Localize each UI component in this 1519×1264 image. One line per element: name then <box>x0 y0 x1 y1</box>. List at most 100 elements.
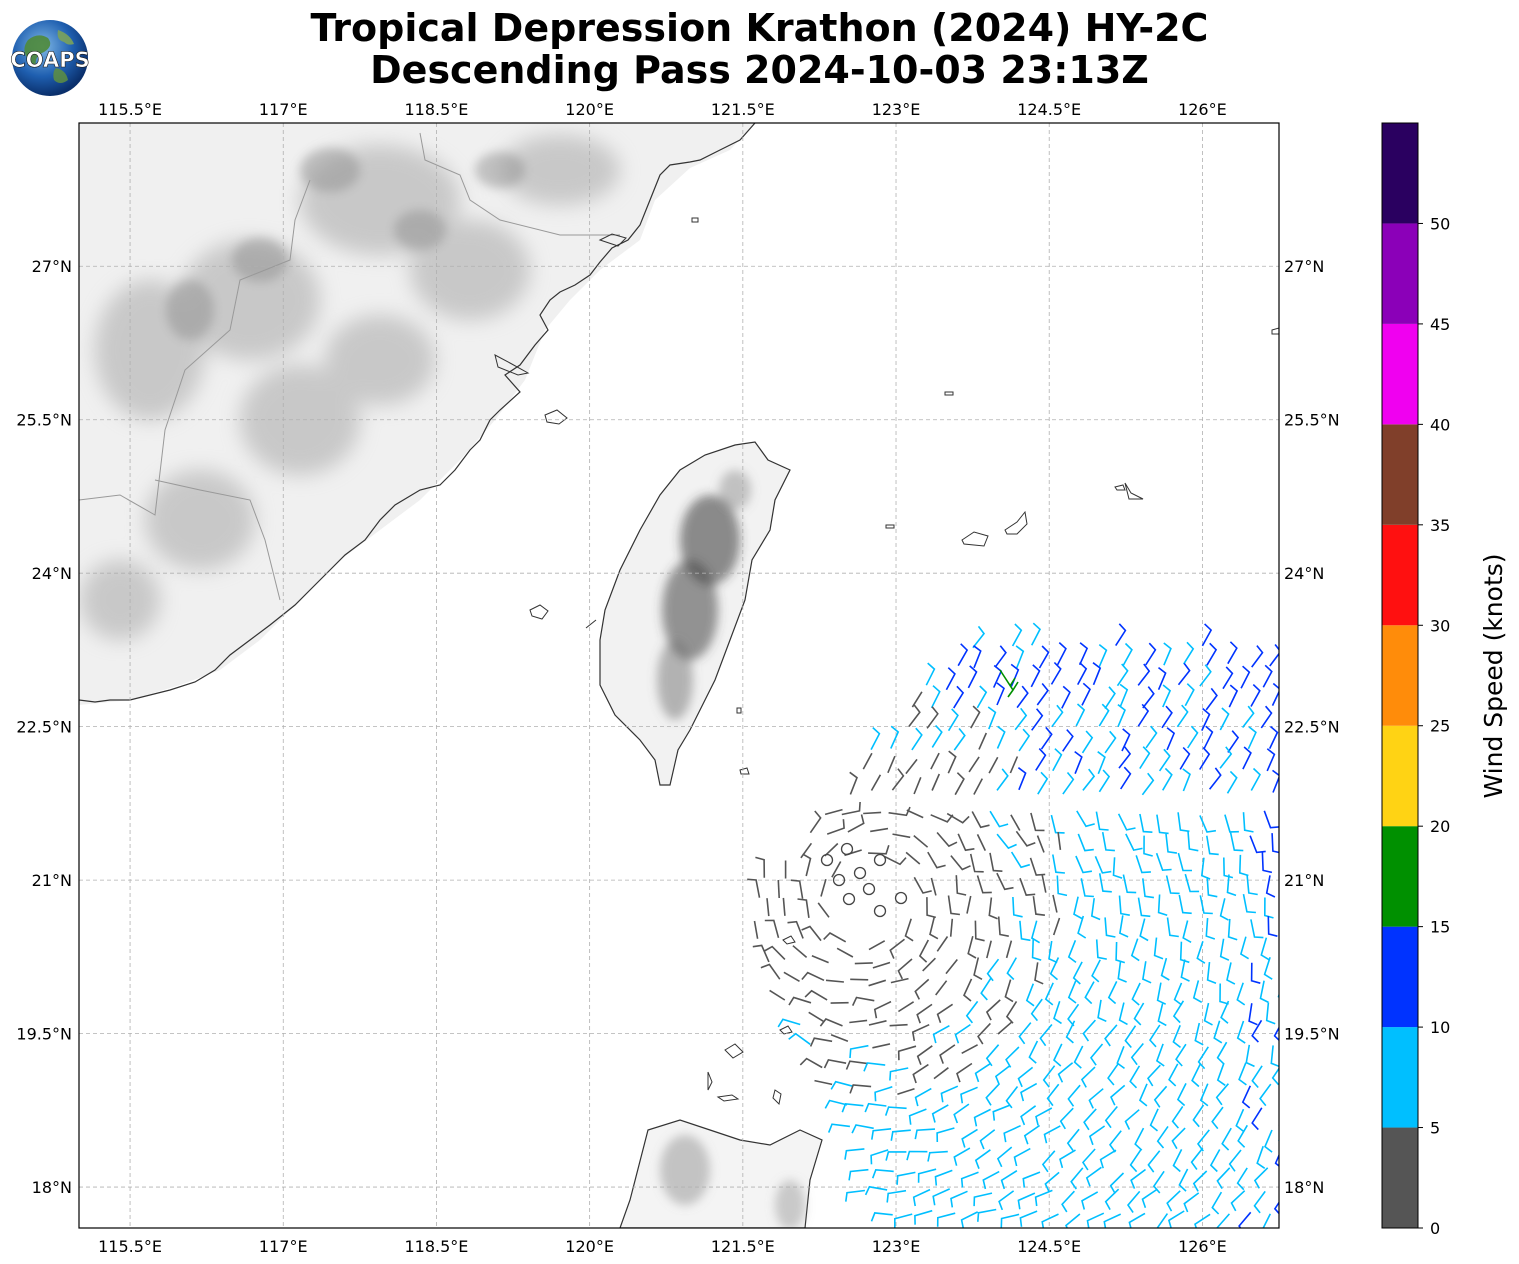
wind-barb <box>752 944 770 963</box>
wind-barb <box>1032 896 1045 916</box>
strait-islands <box>707 935 796 1106</box>
wind-barb <box>914 1087 932 1107</box>
wind-barb <box>1062 729 1074 752</box>
wind-barb <box>976 875 992 894</box>
colorbar-segment <box>1382 926 1418 1028</box>
wind-barb <box>1250 919 1264 939</box>
wind-barb <box>1090 898 1101 921</box>
wind-barb <box>790 879 804 899</box>
wind-barb <box>974 920 985 942</box>
wind-barb <box>755 856 766 878</box>
wind-barb <box>1042 1065 1056 1088</box>
wind-barb <box>1083 1108 1097 1131</box>
wind-barb <box>1073 1045 1084 1069</box>
wind-barb <box>1242 893 1256 914</box>
wind-barb <box>801 971 825 982</box>
wind-barb <box>1171 1105 1184 1129</box>
wind-barb <box>1284 625 1295 647</box>
wind-barb <box>809 810 822 834</box>
wind-barb <box>1182 920 1192 943</box>
wind-barb <box>1211 1191 1223 1215</box>
wind-barb <box>870 1212 893 1222</box>
wind-barb <box>1141 1188 1158 1208</box>
wind-barb <box>1082 1019 1096 1042</box>
wind-barb <box>1226 770 1238 794</box>
wind-barb <box>1177 812 1190 833</box>
calm-wind-circle <box>820 853 834 867</box>
wind-barb <box>929 916 939 940</box>
wind-barb <box>1035 1107 1053 1126</box>
wind-barb <box>1146 1064 1161 1087</box>
wind-barb <box>1190 1147 1204 1170</box>
wind-barb <box>1250 962 1261 984</box>
wind-barb <box>1040 726 1053 750</box>
colorbar: 0 5 10 15 20 25 30 35 40 45 50 <box>1381 122 1450 1238</box>
wind-barb <box>945 958 958 975</box>
wind-barb <box>979 1129 996 1150</box>
wind-barb <box>1104 1024 1118 1047</box>
wind-barb <box>989 810 1009 828</box>
wind-barb <box>897 958 913 980</box>
wind-barb <box>1227 730 1240 753</box>
wind-barb <box>1176 1083 1187 1107</box>
wind-barb <box>954 1023 971 1044</box>
wind-barb <box>868 979 887 987</box>
wind-barb <box>1005 1000 1018 1024</box>
wind-barb <box>753 920 759 939</box>
wind-barb <box>1249 835 1266 854</box>
wind-barb <box>935 980 948 996</box>
wind-barb <box>820 878 827 897</box>
wind-barb <box>1263 897 1274 919</box>
wind-barb <box>1053 1043 1063 1067</box>
wind-barb <box>1242 812 1254 833</box>
wind-barb <box>788 1032 811 1045</box>
wind-barb <box>1266 748 1276 772</box>
wind-barb <box>1184 683 1195 707</box>
wind-barb <box>1030 920 1041 944</box>
wind-barb <box>1293 687 1302 709</box>
wind-barb <box>1165 875 1180 895</box>
wind-barb <box>1219 983 1229 1005</box>
lon-tick-label: 120°E <box>565 100 614 119</box>
wind-barb <box>1108 1130 1122 1153</box>
wind-barb <box>1088 1125 1106 1146</box>
wind-barb <box>1012 896 1023 918</box>
lat-tick-label: 27°N <box>1284 257 1324 276</box>
wind-barb <box>1118 1002 1128 1026</box>
wind-barb <box>1215 1083 1230 1106</box>
wind-barb <box>954 772 965 796</box>
wind-barb <box>848 1168 869 1181</box>
wind-barb <box>1126 1190 1141 1213</box>
wind-barb <box>1269 644 1279 667</box>
wind-barb <box>1251 1107 1263 1131</box>
colorbar-tick-label: 50 <box>1430 214 1450 233</box>
wind-barb <box>1015 645 1025 669</box>
wind-barb <box>957 643 969 667</box>
colorbar-tick-label: 5 <box>1430 1119 1440 1138</box>
wind-barb <box>1157 1003 1167 1027</box>
wind-barb <box>747 878 761 898</box>
wind-barb <box>914 978 930 1000</box>
wind-barb <box>870 727 881 750</box>
wind-barb <box>976 834 987 851</box>
wind-barb <box>1044 982 1054 1006</box>
wind-barb <box>1240 665 1251 689</box>
wind-barb <box>1034 1189 1053 1207</box>
wind-barb <box>1194 1213 1211 1228</box>
wind-barb <box>1067 940 1077 964</box>
wind-barb <box>1260 705 1273 729</box>
wind-barb <box>1261 852 1273 874</box>
wind-barb <box>1052 854 1065 874</box>
wind-barb <box>1168 1063 1179 1087</box>
wind-barb <box>890 1129 911 1141</box>
wind-barb <box>1101 831 1115 852</box>
wind-barb <box>982 1170 1000 1190</box>
wind-barb <box>989 852 1003 872</box>
colorbar-segment <box>1382 323 1418 425</box>
wind-barb <box>1241 1085 1252 1109</box>
wind-barb <box>769 989 786 1001</box>
wind-barb <box>1156 1213 1169 1228</box>
wind-barb <box>1080 878 1094 898</box>
wind-barb <box>1262 1213 1272 1228</box>
wind-barb <box>1030 812 1045 832</box>
